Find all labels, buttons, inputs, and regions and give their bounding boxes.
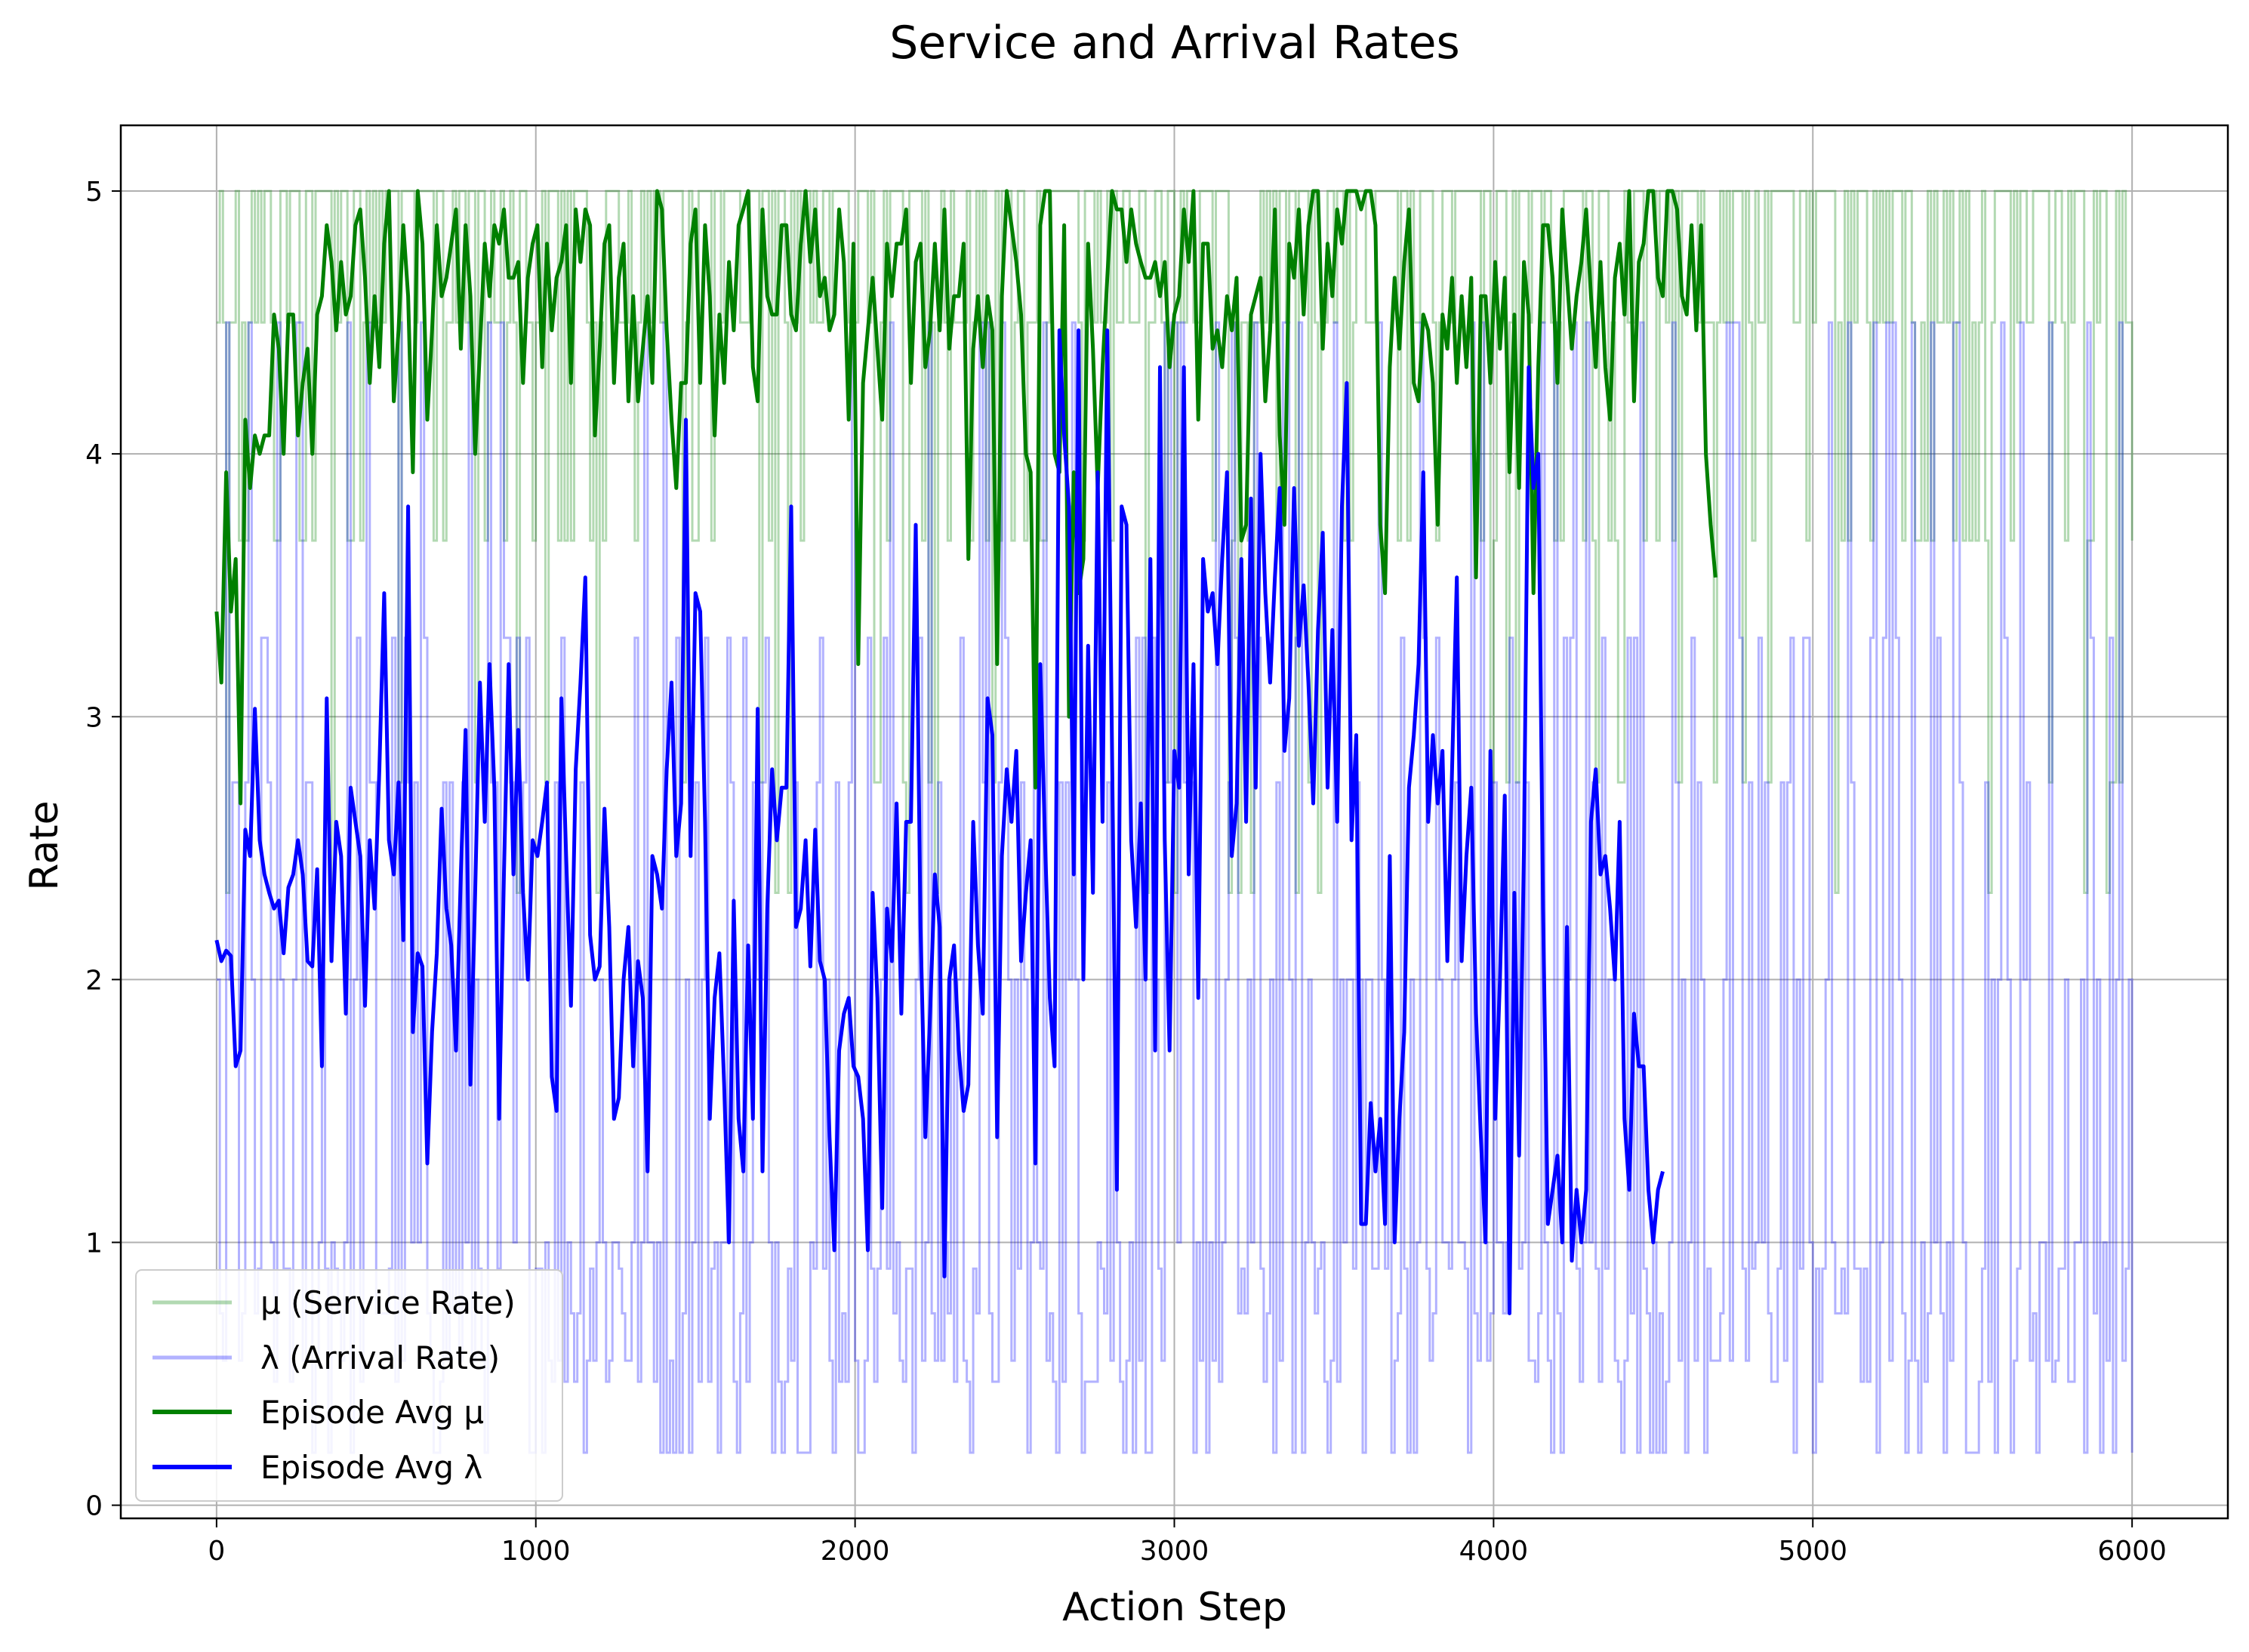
y-tick-label: 1 <box>85 1228 103 1259</box>
legend-label-episode-avg-lambda: Episode Avg λ <box>260 1449 482 1486</box>
x-tick-label: 3000 <box>1140 1536 1209 1567</box>
y-tick-label: 4 <box>85 439 103 470</box>
x-tick-label: 1000 <box>501 1536 571 1567</box>
ticks: 0 1000 2000 3000 4000 5000 6000 0 1 2 3 4 5 <box>85 177 2167 1567</box>
x-tick-label: 6000 <box>2097 1536 2167 1567</box>
legend-label-episode-avg-mu: Episode Avg μ <box>260 1394 484 1431</box>
legend: μ (Service Rate) λ (Arrival Rate) Episod… <box>135 1269 563 1502</box>
episode-avg-lambda-line <box>214 328 1665 1315</box>
legend-box <box>135 1269 563 1502</box>
x-tick-label: 2000 <box>821 1536 890 1567</box>
x-tick-label: 0 <box>208 1536 225 1567</box>
episode-avg-mu-line <box>214 189 1718 806</box>
x-tick-label: 4000 <box>1459 1536 1529 1567</box>
service-rate-series <box>216 190 2133 894</box>
x-axis-label: Action Step <box>1062 1585 1287 1630</box>
y-tick-label: 2 <box>85 965 103 996</box>
y-tick-label: 0 <box>85 1491 103 1522</box>
y-axis-label: Rate <box>22 800 67 890</box>
y-tick-label: 5 <box>85 177 103 208</box>
chart-title: Service and Arrival Rates <box>889 17 1460 69</box>
legend-label-service-rate: μ (Service Rate) <box>260 1284 516 1321</box>
y-tick-label: 3 <box>85 702 103 733</box>
episode-average-lines <box>214 189 1718 1315</box>
x-tick-label: 5000 <box>1778 1536 1847 1567</box>
legend-label-arrival-rate: λ (Arrival Rate) <box>260 1339 500 1376</box>
